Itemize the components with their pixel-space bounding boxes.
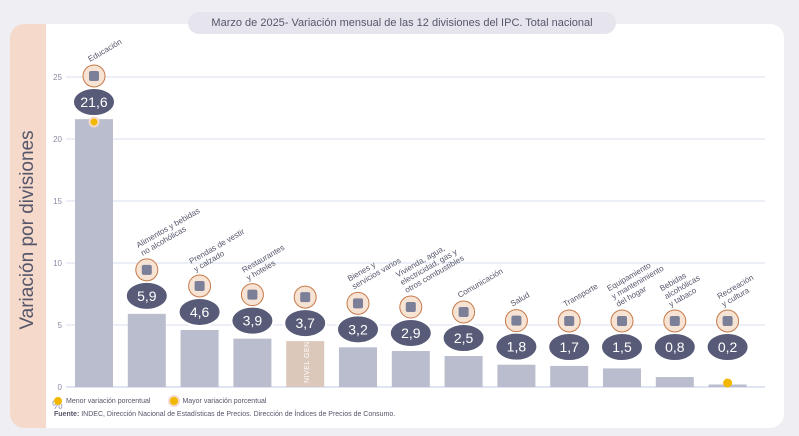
bar — [444, 356, 483, 387]
source-note: Fuente: INDEC, Dirección Nacional de Est… — [54, 411, 395, 418]
bar — [180, 329, 219, 387]
value-badge — [72, 87, 116, 117]
legend: Menor variación porcentual Mayor variaci… — [54, 397, 266, 405]
value-label: 1,8 — [507, 339, 527, 355]
legend-max-marker — [170, 397, 179, 405]
bar — [655, 377, 694, 387]
bar — [550, 365, 589, 387]
value-badge — [494, 331, 539, 362]
source-text: INDEC, Dirección Nacional de Estadística… — [79, 411, 396, 418]
value-label: 0,2 — [718, 339, 738, 355]
category-label-line: Transporte — [562, 281, 600, 308]
bar — [233, 338, 272, 387]
bus-card-icon — [557, 309, 581, 333]
value-label: 21,6 — [80, 94, 107, 110]
value-label: 5,9 — [137, 288, 157, 304]
y-tick-label: 10 — [53, 259, 62, 268]
legend-min-label: Menor variación porcentual — [66, 397, 151, 405]
bar — [603, 368, 641, 387]
clothing-icon — [188, 274, 212, 298]
value-label: 2,5 — [454, 330, 474, 346]
value-label: 3,7 — [295, 315, 315, 331]
min-marker — [723, 378, 733, 388]
value-badge — [652, 332, 697, 362]
value-label: 4,6 — [190, 304, 210, 320]
lightbulb-icon — [399, 295, 423, 319]
category-label: Transporte — [562, 281, 600, 308]
value-label: 0,8 — [665, 339, 685, 355]
appliance-icon — [610, 309, 634, 333]
legend-min-marker — [54, 397, 62, 405]
chart-title-date: Marzo de 2025 — [211, 17, 285, 29]
category-label-line: Educación — [87, 37, 124, 63]
food-basket-icon — [135, 258, 159, 282]
y-tick-label: 15 — [53, 197, 62, 206]
value-badge — [336, 314, 380, 345]
value-badge — [124, 280, 169, 311]
y-tick-label: 20 — [53, 135, 62, 144]
unit-label: % — [52, 398, 63, 412]
value-badge — [230, 305, 275, 336]
chart-title: Marzo de 2025 - Variación mensual de las… — [188, 12, 616, 34]
value-badge — [177, 296, 222, 327]
bar — [497, 364, 536, 387]
category-label-line: Salud — [509, 290, 531, 308]
value-label: 3,9 — [243, 313, 263, 329]
max-marker — [88, 116, 100, 128]
y-tick-label: 0 — [58, 383, 63, 392]
legend-max: Mayor variación porcentual — [170, 397, 266, 405]
value-badge — [600, 332, 644, 362]
bar — [127, 313, 166, 387]
chart-title-text: - Variación mensual de las 12 divisiones… — [284, 17, 593, 29]
category-label: Bienes yservicios varios — [346, 248, 402, 291]
legend-max-label: Mayor variación porcentual — [182, 397, 267, 405]
value-badge — [388, 318, 433, 349]
value-label: 2,9 — [401, 325, 421, 341]
category-label: Vivienda, agua,electricidad, gas yotros … — [394, 238, 465, 295]
shopping-basket-icon — [293, 285, 317, 309]
smartphone-icon — [452, 300, 476, 324]
value-badge — [283, 308, 328, 339]
general-bar — [286, 341, 325, 387]
value-badge — [705, 332, 750, 362]
medical-cross-icon — [504, 309, 528, 333]
bar — [339, 347, 377, 387]
category-label: Salud — [509, 290, 531, 308]
books-icon — [82, 64, 106, 88]
side-panel — [10, 24, 46, 428]
legend-min: Menor variación porcentual — [54, 397, 150, 405]
beach-umbrella-icon — [716, 309, 740, 333]
value-badge — [547, 332, 592, 362]
category-label: Recreacióny cultura — [716, 273, 760, 309]
y-tick-label: 5 — [58, 321, 63, 330]
value-badge — [441, 323, 486, 353]
bar — [391, 351, 430, 387]
bottle-glass-icon — [663, 309, 687, 333]
bar — [75, 119, 113, 387]
value-label: 1,5 — [612, 339, 632, 355]
category-label: Alimentos y bebidasno alcohólicas — [135, 206, 206, 257]
source-label: Fuente: — [54, 411, 80, 418]
category-label-line: Comunicación — [456, 267, 504, 300]
category-label: Educación — [87, 37, 124, 63]
value-label: 1,7 — [559, 339, 579, 355]
dining-plate-icon — [240, 283, 264, 307]
category-label: Comunicación — [456, 267, 504, 300]
comb-brush-icon — [346, 291, 370, 315]
category-label: Equipamientoy mantenimientodel hogar — [606, 256, 671, 309]
y-tick-label: 25 — [53, 73, 62, 82]
general-bar-label: NIVEL GENERAL — [304, 321, 311, 383]
category-label: Bebidasalcohólicasy tabaco — [658, 266, 706, 309]
value-label: 3,2 — [348, 321, 368, 337]
